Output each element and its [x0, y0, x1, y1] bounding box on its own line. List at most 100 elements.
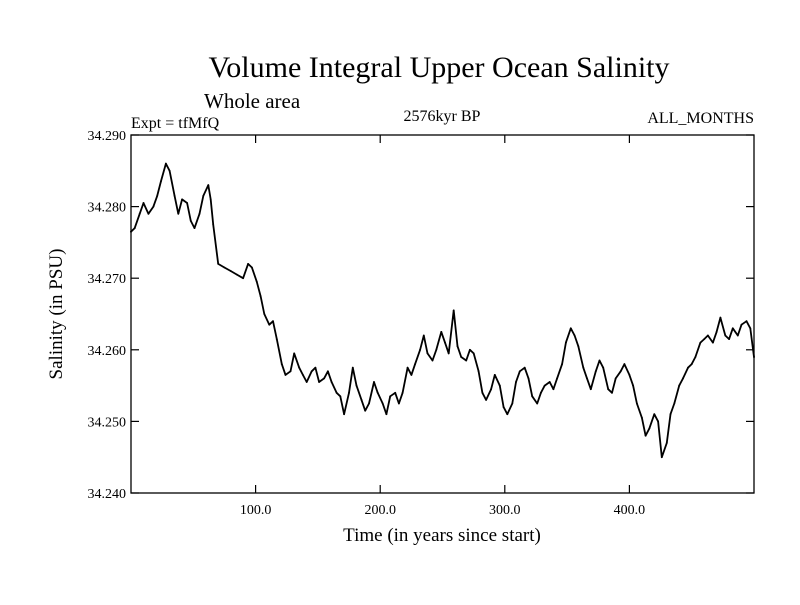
data-point — [389, 395, 392, 398]
data-point — [305, 381, 308, 383]
salinity-line — [130, 162, 755, 459]
data-point — [242, 277, 245, 280]
y-tick-label: 34.290 — [88, 129, 127, 144]
data-point — [130, 230, 132, 233]
data-point — [348, 391, 350, 394]
data-point — [481, 391, 484, 394]
data-point — [552, 388, 555, 391]
data-point — [422, 334, 425, 337]
data-point — [314, 366, 317, 369]
data-point — [398, 402, 400, 405]
data-point — [644, 434, 647, 437]
data-point — [381, 402, 384, 405]
data-point — [364, 409, 367, 412]
experiment-label: Expt = tfMfQ — [131, 115, 220, 132]
data-point — [548, 381, 551, 383]
data-point — [426, 352, 429, 355]
data-point — [410, 374, 413, 376]
data-point — [165, 162, 167, 165]
data-point — [168, 169, 171, 172]
data-point — [186, 202, 189, 204]
y-tick-label: 34.260 — [88, 344, 127, 359]
data-point — [628, 374, 631, 376]
data-point — [540, 391, 542, 394]
data-point — [330, 381, 333, 383]
data-point — [607, 388, 610, 391]
data-point — [561, 363, 563, 365]
data-point — [444, 341, 446, 344]
data-point — [247, 263, 250, 265]
data-point — [289, 370, 292, 373]
data-point — [728, 338, 730, 340]
data-point — [351, 366, 354, 369]
data-point — [740, 323, 743, 326]
data-point — [173, 195, 176, 197]
data-point — [719, 316, 722, 319]
data-point — [653, 413, 656, 416]
data-point — [602, 366, 605, 369]
data-point — [198, 212, 201, 215]
data-point — [669, 413, 672, 416]
months-label: ALL_MONTHS — [647, 110, 754, 127]
data-point — [160, 180, 162, 183]
y-tick-label: 34.240 — [88, 487, 127, 502]
x-tick-label: 400.0 — [614, 503, 646, 518]
data-point — [419, 348, 421, 351]
period-label: 2576kyr BP — [404, 108, 481, 125]
data-point — [724, 334, 727, 337]
x-axis-label: Time (in years since start) — [343, 525, 541, 546]
data-point — [527, 377, 530, 380]
data-point — [632, 384, 634, 387]
chart-subtitle: Whole area — [204, 89, 301, 113]
data-point — [280, 363, 283, 365]
data-point — [511, 402, 514, 405]
data-point — [687, 366, 689, 369]
data-point — [259, 295, 262, 297]
data-point — [472, 352, 475, 355]
data-point — [493, 374, 496, 376]
data-point — [465, 359, 468, 362]
data-point — [394, 391, 397, 394]
y-tick-label: 34.280 — [88, 201, 127, 216]
data-point — [699, 341, 702, 344]
data-point — [343, 413, 345, 416]
data-point — [456, 345, 459, 348]
data-point — [745, 320, 748, 323]
x-tick-label: 300.0 — [489, 503, 521, 518]
data-point — [594, 370, 597, 373]
data-point — [284, 374, 287, 376]
data-point — [229, 270, 232, 272]
data-point — [263, 313, 266, 315]
data-point — [138, 212, 141, 215]
data-point — [335, 391, 338, 394]
data-point — [376, 391, 379, 394]
data-point — [142, 202, 145, 204]
data-point — [302, 374, 304, 376]
data-point — [236, 273, 238, 276]
x-tick-label: 100.0 — [240, 503, 272, 518]
data-point — [360, 399, 363, 401]
data-point — [202, 195, 205, 197]
data-point — [189, 220, 192, 222]
data-point — [641, 416, 643, 419]
data-point — [485, 399, 487, 401]
data-point — [318, 381, 320, 383]
data-point — [611, 391, 613, 394]
data-point — [543, 384, 546, 387]
data-point — [619, 370, 622, 373]
y-axis-label: Salinity (in PSU) — [46, 249, 67, 380]
salinity-points — [130, 162, 755, 459]
data-point — [217, 263, 220, 265]
chart-title: Volume Integral Upper Ocean Salinity — [209, 51, 670, 84]
data-point — [518, 370, 521, 373]
data-point — [477, 370, 480, 373]
data-point — [589, 388, 592, 391]
data-point — [193, 227, 196, 230]
data-point — [275, 338, 278, 340]
data-point — [703, 338, 706, 340]
data-point — [556, 377, 558, 380]
data-point — [298, 366, 301, 369]
data-point — [490, 388, 492, 391]
